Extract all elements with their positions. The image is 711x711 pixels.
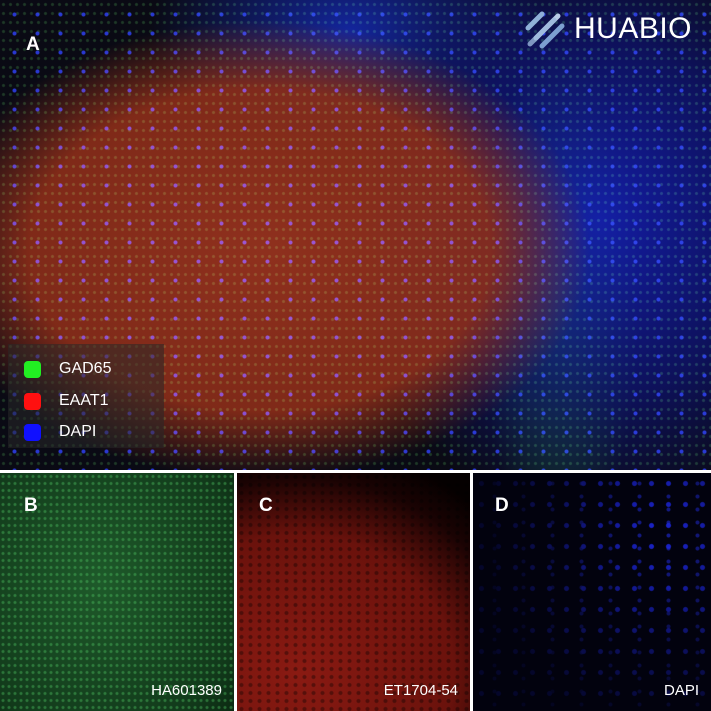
legend-label: GAD65 (59, 360, 112, 377)
legend: GAD65 EAAT1 DAPI (8, 344, 164, 448)
panel-label: B (24, 495, 38, 516)
legend-item-gad65: GAD65 (24, 360, 111, 378)
legend-label: EAAT1 (59, 392, 109, 409)
huabio-logo: HUABIO (524, 8, 692, 50)
legend-item-eaat1: EAAT1 (24, 392, 109, 410)
panel-c-eaat1-image: C ET1704-54 (237, 473, 470, 711)
antibody-code: HA601389 (151, 682, 222, 699)
channel-label: DAPI (663, 682, 699, 699)
legend-item-dapi: DAPI (24, 423, 96, 441)
legend-swatch (24, 392, 41, 410)
legend-swatch (24, 423, 41, 441)
panel-a-merged-image: A HUABIO GAD65 EAAT1 DAPI (0, 0, 711, 470)
panel-b-gad65-image: B HA601389 (0, 473, 234, 711)
antibody-code: ET1704-54 (383, 682, 458, 699)
panel-label: D (495, 495, 509, 516)
legend-swatch (24, 360, 41, 378)
panel-label: C (259, 495, 273, 516)
logo-stripes-icon (525, 11, 565, 49)
logo-text: HUABIO (574, 12, 693, 45)
panel-d-dapi-image: D DAPI (473, 473, 711, 711)
panel-label: A (26, 34, 40, 55)
legend-label: DAPI (59, 423, 97, 440)
